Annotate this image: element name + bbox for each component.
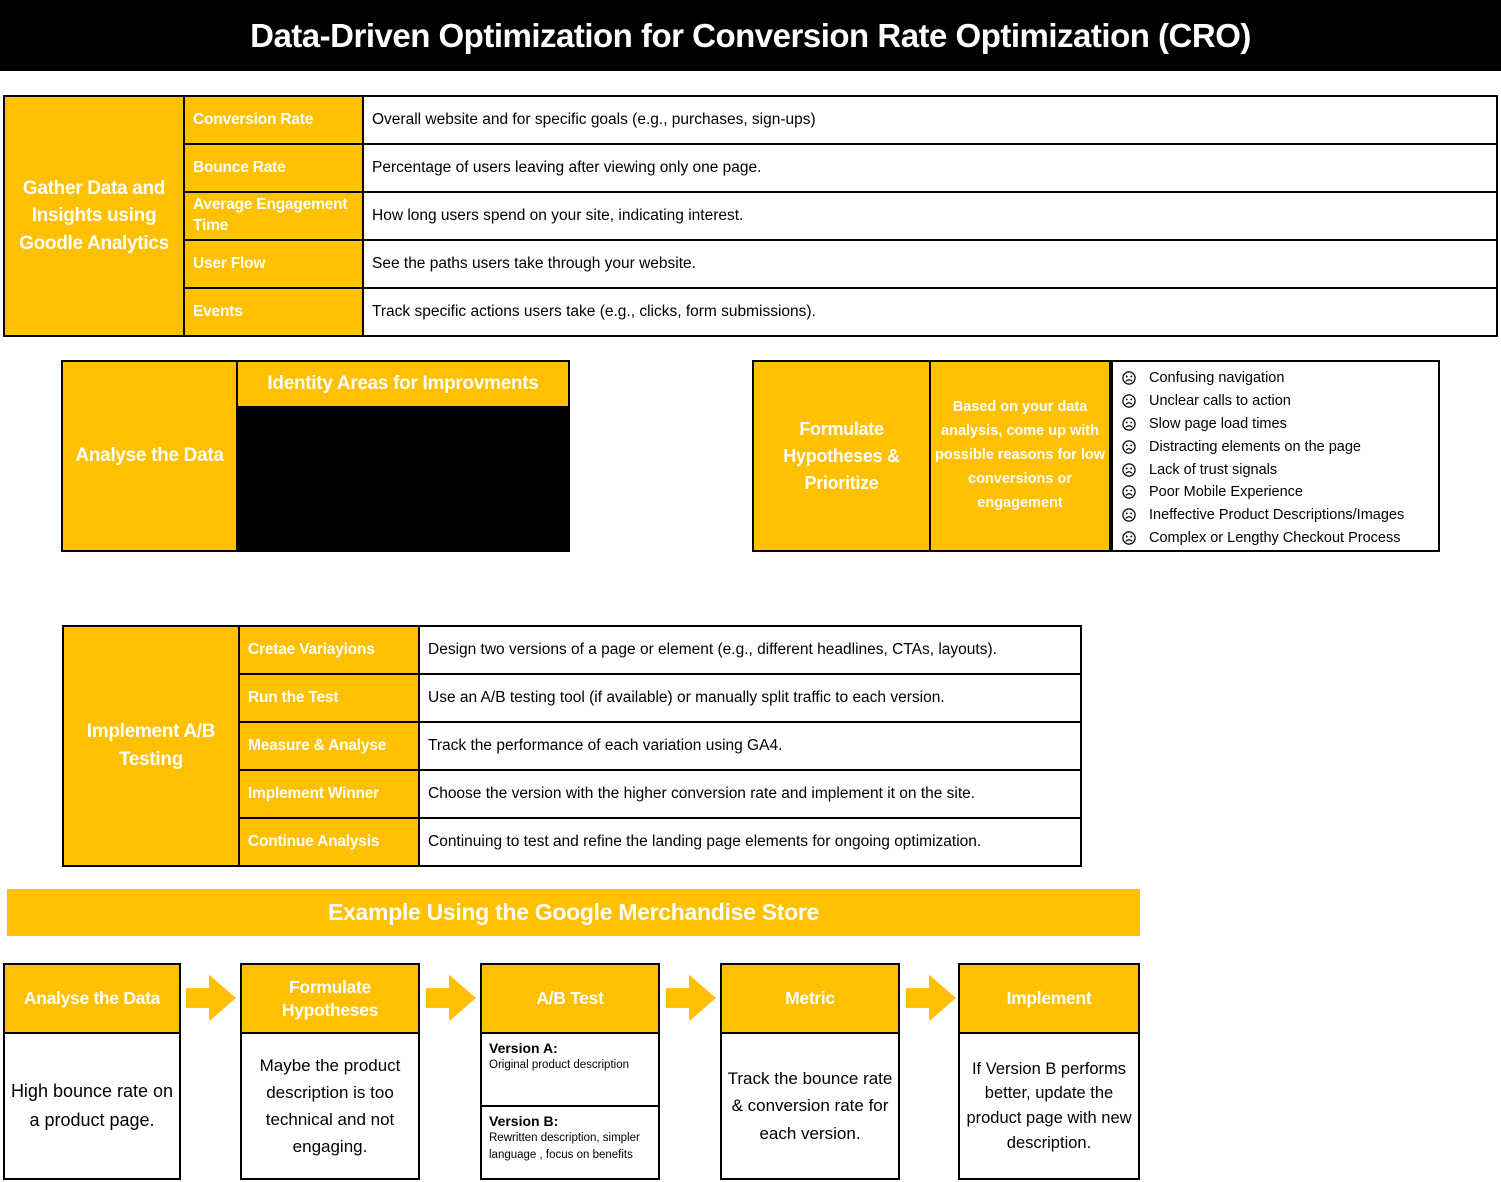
step-description: Choose the version with the higher conve… (418, 769, 1082, 819)
metric-description: See the paths users take through your we… (362, 239, 1498, 289)
issue-label: Complex or Lengthy Checkout Process (1149, 529, 1401, 546)
step-description: Track the performance of each variation … (418, 721, 1082, 771)
table-row: Run the Test Use an A/B testing tool (if… (63, 673, 1082, 723)
step-label: Implement Winner (238, 769, 420, 819)
hypotheses-prompt: Based on your data analysis, come up wit… (931, 360, 1111, 552)
version-a-block: Version A: Original product description (482, 1034, 658, 1107)
step-description: Use an A/B testing tool (if available) o… (418, 673, 1082, 723)
sad-face-icon (1121, 393, 1137, 409)
flow-step-ab-test: A/B Test Version A: Original product des… (480, 963, 660, 1180)
right-arrow-icon (186, 974, 236, 1022)
blank-placeholder-box (238, 408, 570, 552)
flow-step-body: Maybe the product description is too tec… (259, 1055, 401, 1157)
metric-description: How long users spend on your site, indic… (362, 191, 1498, 241)
version-b-text: Rewritten description, simpler language … (489, 1132, 640, 1161)
metric-description: Percentage of users leaving after viewin… (362, 143, 1498, 193)
right-arrow-icon (906, 974, 956, 1022)
table-row: Continue Analysis Continuing to test and… (63, 817, 1082, 867)
metric-description: Track specific actions users take (e.g.,… (362, 287, 1498, 337)
flow-step-title: Analyse the Data (5, 965, 179, 1034)
ab-section-header: Implement A/B Testing (62, 625, 240, 867)
flow-step-body: Version A: Original product description … (482, 1034, 658, 1178)
step-description: Design two versions of a page or element… (418, 625, 1082, 675)
issue-label: Slow page load times (1149, 415, 1287, 432)
issue-label: Unclear calls to action (1149, 393, 1291, 410)
step-label: Continue Analysis (238, 817, 420, 867)
flow-step-body: Track the bounce rate & conversion rate … (727, 1069, 893, 1143)
flow-step-metric: Metric Track the bounce rate & conversio… (720, 963, 900, 1180)
table-row: Implement Winner Choose the version with… (63, 769, 1082, 819)
version-b-block: Version B: Rewritten description, simple… (482, 1107, 658, 1178)
step-label: Cretae Variayions (238, 625, 420, 675)
issue-label: Lack of trust signals (1149, 461, 1278, 478)
hypotheses-section: Formulate Hypotheses & Prioritize Based … (752, 360, 1440, 552)
sad-face-icon (1121, 507, 1137, 523)
issue-label: Distracting elements on the page (1149, 438, 1361, 455)
flow-step-title: Implement (960, 965, 1138, 1034)
issue-label: Confusing navigation (1149, 370, 1285, 387)
flow-step-hypotheses: Formulate Hypotheses Maybe the product d… (240, 963, 420, 1180)
flow-step-analyse: Analyse the Data High bounce rate on a p… (3, 963, 181, 1180)
title-bar: Data-Driven Optimization for Conversion … (0, 0, 1501, 71)
step-label: Run the Test (238, 673, 420, 723)
table-row: Events Track specific actions users take… (4, 287, 1498, 337)
metric-label: Conversion Rate (183, 95, 364, 145)
version-a-label: Version A: (489, 1040, 558, 1056)
sad-face-icon (1121, 416, 1137, 432)
flow-step-body: High bounce rate on a product page. (10, 1081, 174, 1130)
issue-item: Complex or Lengthy Checkout Process (1121, 527, 1436, 550)
issue-item: Slow page load times (1121, 413, 1436, 436)
table-row: Average Engagement Time How long users s… (4, 191, 1498, 241)
sad-face-icon (1121, 484, 1137, 500)
flow-step-title: Metric (722, 965, 898, 1034)
analyse-section-header: Analyse the Data (61, 360, 238, 552)
table-row: User Flow See the paths users take throu… (4, 239, 1498, 289)
issue-item: Ineffective Product Descriptions/Images (1121, 504, 1436, 527)
issues-list: Confusing navigation Unclear calls to ac… (1111, 360, 1440, 552)
table-row: Bounce Rate Percentage of users leaving … (4, 143, 1498, 193)
issue-item: Unclear calls to action (1121, 390, 1436, 413)
gather-section-header: Gather Data and Insights using Goodle An… (3, 95, 185, 337)
metric-label: Average Engagement Time (183, 191, 364, 241)
issue-item: Distracting elements on the page (1121, 435, 1436, 458)
sad-face-icon (1121, 462, 1137, 478)
step-description: Continuing to test and refine the landin… (418, 817, 1082, 867)
metric-label: Events (183, 287, 364, 337)
step-label: Measure & Analyse (238, 721, 420, 771)
issue-item: Poor Mobile Experience (1121, 481, 1436, 504)
table-row: Gather Data and Insights using Goodle An… (3, 95, 1498, 337)
hypotheses-section-header: Formulate Hypotheses & Prioritize (752, 360, 931, 552)
metric-label: Bounce Rate (183, 143, 364, 193)
metric-description: Overall website and for specific goals (… (362, 95, 1498, 145)
issue-item: Lack of trust signals (1121, 458, 1436, 481)
right-arrow-icon (426, 974, 476, 1022)
flow-step-title: Formulate Hypotheses (242, 965, 418, 1034)
page-title: Data-Driven Optimization for Conversion … (250, 16, 1251, 54)
ab-testing-table: Implement A/B Testing Cretae Variayions … (62, 625, 1082, 867)
flow-step-body: If Version B performs better, update the… (966, 1059, 1132, 1152)
sad-face-icon (1121, 370, 1137, 386)
version-b-label: Version B: (489, 1113, 559, 1129)
issue-label: Ineffective Product Descriptions/Images (1149, 507, 1405, 524)
table-row: Measure & Analyse Track the performance … (63, 721, 1082, 771)
right-arrow-icon (666, 974, 716, 1022)
flow-step-implement: Implement If Version B performs better, … (958, 963, 1140, 1180)
analyse-data-section: Analyse the Data Identity Areas for Impr… (61, 360, 570, 552)
sad-face-icon (1121, 439, 1137, 455)
sad-face-icon (1121, 530, 1137, 546)
identify-areas-header: Identity Areas for Improvments (238, 360, 570, 408)
table-row: Implement A/B Testing Cretae Variayions … (62, 625, 1082, 867)
issue-label: Poor Mobile Experience (1149, 484, 1303, 501)
metric-label: User Flow (183, 239, 364, 289)
gather-data-table: Gather Data and Insights using Goodle An… (3, 95, 1498, 337)
issue-item: Confusing navigation (1121, 367, 1436, 390)
flow-step-title: A/B Test (482, 965, 658, 1034)
example-banner: Example Using the Google Merchandise Sto… (7, 889, 1140, 936)
version-a-text: Original product description (489, 1059, 629, 1072)
